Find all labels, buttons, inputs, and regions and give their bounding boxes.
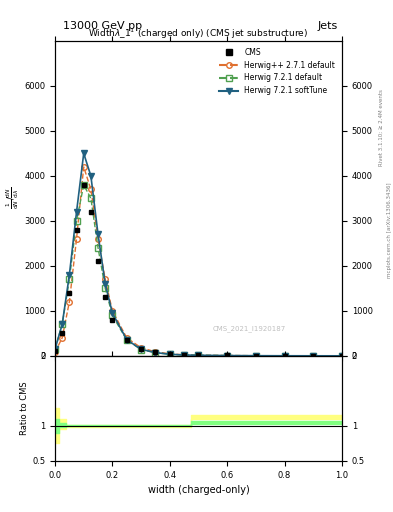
Legend: CMS, Herwig++ 2.7.1 default, Herwig 7.2.1 default, Herwig 7.2.1 softTune: CMS, Herwig++ 2.7.1 default, Herwig 7.2.… bbox=[216, 45, 338, 98]
Text: Rivet 3.1.10; ≥ 2.4M events: Rivet 3.1.10; ≥ 2.4M events bbox=[379, 90, 384, 166]
Y-axis label: Ratio to CMS: Ratio to CMS bbox=[20, 381, 29, 435]
X-axis label: width (charged-only): width (charged-only) bbox=[148, 485, 249, 495]
Text: CMS_2021_I1920187: CMS_2021_I1920187 bbox=[213, 326, 286, 332]
Text: Jets: Jets bbox=[318, 20, 338, 31]
Text: mcplots.cern.ch [arXiv:1306.3436]: mcplots.cern.ch [arXiv:1306.3436] bbox=[387, 183, 391, 278]
Title: Width$\lambda$_1$^1$ (charged only) (CMS jet substructure): Width$\lambda$_1$^1$ (charged only) (CMS… bbox=[88, 27, 309, 41]
Y-axis label: $\frac{1}{\mathrm{d}N} / \frac{\mathrm{d}N}{\mathrm{d}\lambda}$: $\frac{1}{\mathrm{d}N} / \frac{\mathrm{d… bbox=[5, 187, 21, 209]
Text: 13000 GeV pp: 13000 GeV pp bbox=[63, 20, 142, 31]
